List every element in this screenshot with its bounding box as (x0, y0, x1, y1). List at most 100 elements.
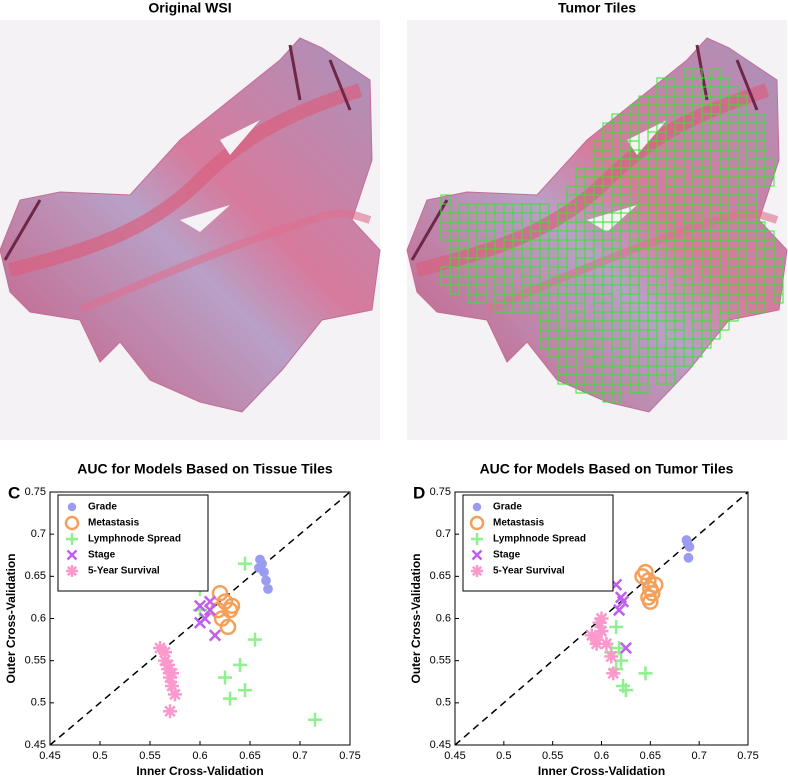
x-tick-label: 0.5 (496, 750, 511, 762)
marker-stroke (166, 680, 178, 692)
marker-stroke (595, 625, 608, 637)
x-axis-label: Inner Cross-Validation (136, 764, 263, 778)
data-point (606, 666, 621, 681)
tumor-tile (449, 284, 460, 295)
legend-label: Grade (88, 502, 117, 513)
marker-stroke (159, 646, 171, 659)
x-tick-label: 0.75 (737, 750, 758, 762)
marker-dot (259, 567, 269, 578)
x-tick-label: 0.7 (292, 750, 307, 762)
data-point (646, 576, 664, 594)
data-point (259, 567, 269, 578)
data-point (609, 619, 624, 634)
slide-image (406, 20, 788, 440)
legend-marker (471, 549, 483, 561)
x-tick-label: 0.65 (239, 750, 260, 762)
x-axis-label: Inner Cross-Validation (538, 764, 665, 778)
panel-label: D (413, 483, 425, 502)
x-tick-label: 0.5 (92, 750, 107, 762)
data-point (308, 712, 322, 727)
data-point (238, 556, 252, 571)
y-axis-label: Outer Cross-Validation (409, 553, 423, 683)
y-tick-label: 0.45 (430, 739, 451, 751)
y-tick-label: 0.55 (25, 655, 46, 667)
data-point (612, 603, 626, 617)
marker-stroke (607, 667, 620, 680)
legend-marker (66, 549, 78, 561)
marker-ring (211, 584, 229, 602)
marker-stroke (614, 591, 628, 604)
data-point (168, 687, 182, 702)
tumor-tile (692, 347, 703, 358)
tumor-tile (701, 338, 712, 349)
marker-dot (263, 584, 273, 594)
tumor-tile (683, 356, 694, 367)
data-point (589, 636, 604, 651)
data-point (681, 535, 692, 545)
marker-stroke (605, 650, 618, 663)
panel-title: Tumor Tiles (558, 0, 636, 16)
marker-dot (681, 535, 692, 545)
marker-stroke (169, 688, 181, 701)
y-tick-label: 0.75 (430, 486, 451, 498)
data-point (634, 568, 651, 585)
legend-label: Metastasis (88, 518, 140, 529)
marker-stroke (164, 705, 176, 718)
data-point (594, 624, 609, 639)
tumor-tile (665, 374, 676, 385)
y-tick-label: 0.65 (25, 570, 46, 582)
y-tick-label: 0.6 (436, 612, 451, 624)
marker-ring (219, 618, 237, 636)
tumor-tile (638, 383, 649, 394)
data-point (618, 683, 633, 698)
data-point (257, 558, 267, 569)
data-point (193, 616, 207, 629)
marker-stroke (208, 629, 222, 642)
legend-label: Stage (493, 550, 521, 561)
y-tick-label: 0.7 (436, 528, 451, 540)
tissue-edge (3, 44, 352, 261)
data-point (208, 629, 222, 642)
x-tick-label: 0.55 (542, 750, 563, 762)
marker-stroke (590, 638, 603, 650)
data-point (219, 618, 237, 636)
x-tick-label: 0.45 (444, 750, 465, 762)
data-point (211, 584, 229, 602)
marker-dot (683, 552, 694, 563)
legend-label: Lymphnode Spread (493, 534, 586, 545)
data-point (238, 683, 252, 698)
x-tick-label: 0.6 (594, 750, 609, 762)
chart-title: AUC for Models Based on Tumor Tiles (480, 461, 734, 477)
y-tick-label: 0.7 (31, 528, 46, 540)
marker-ring (64, 515, 80, 531)
marker-stroke (612, 603, 626, 617)
legend-label: Stage (88, 550, 116, 561)
data-point (683, 552, 694, 563)
data-point (203, 595, 217, 608)
legend-marker (472, 502, 482, 512)
marker-stroke (595, 612, 608, 625)
marker-stroke (616, 595, 630, 608)
data-point (163, 704, 177, 719)
y-tick-label: 0.45 (25, 739, 46, 751)
marker-stroke (600, 638, 613, 650)
marker-stroke (166, 667, 178, 680)
y-tick-label: 0.6 (31, 612, 46, 624)
stroma-band (8, 83, 363, 277)
data-point (248, 632, 262, 647)
y-tick-label: 0.75 (25, 486, 46, 498)
data-point (261, 575, 271, 586)
x-tick-label: 0.45 (39, 750, 60, 762)
marker-dot (257, 558, 267, 569)
legend-marker (66, 533, 78, 545)
marker-dot (261, 575, 271, 586)
legend-box (57, 494, 209, 592)
data-point (158, 645, 172, 660)
marker-dot (472, 502, 482, 512)
x-tick-label: 0.65 (640, 750, 661, 762)
marker-stroke (66, 549, 78, 561)
y-tick-label: 0.5 (31, 697, 46, 709)
marker-ring (640, 589, 657, 606)
marker-stroke (193, 599, 207, 612)
